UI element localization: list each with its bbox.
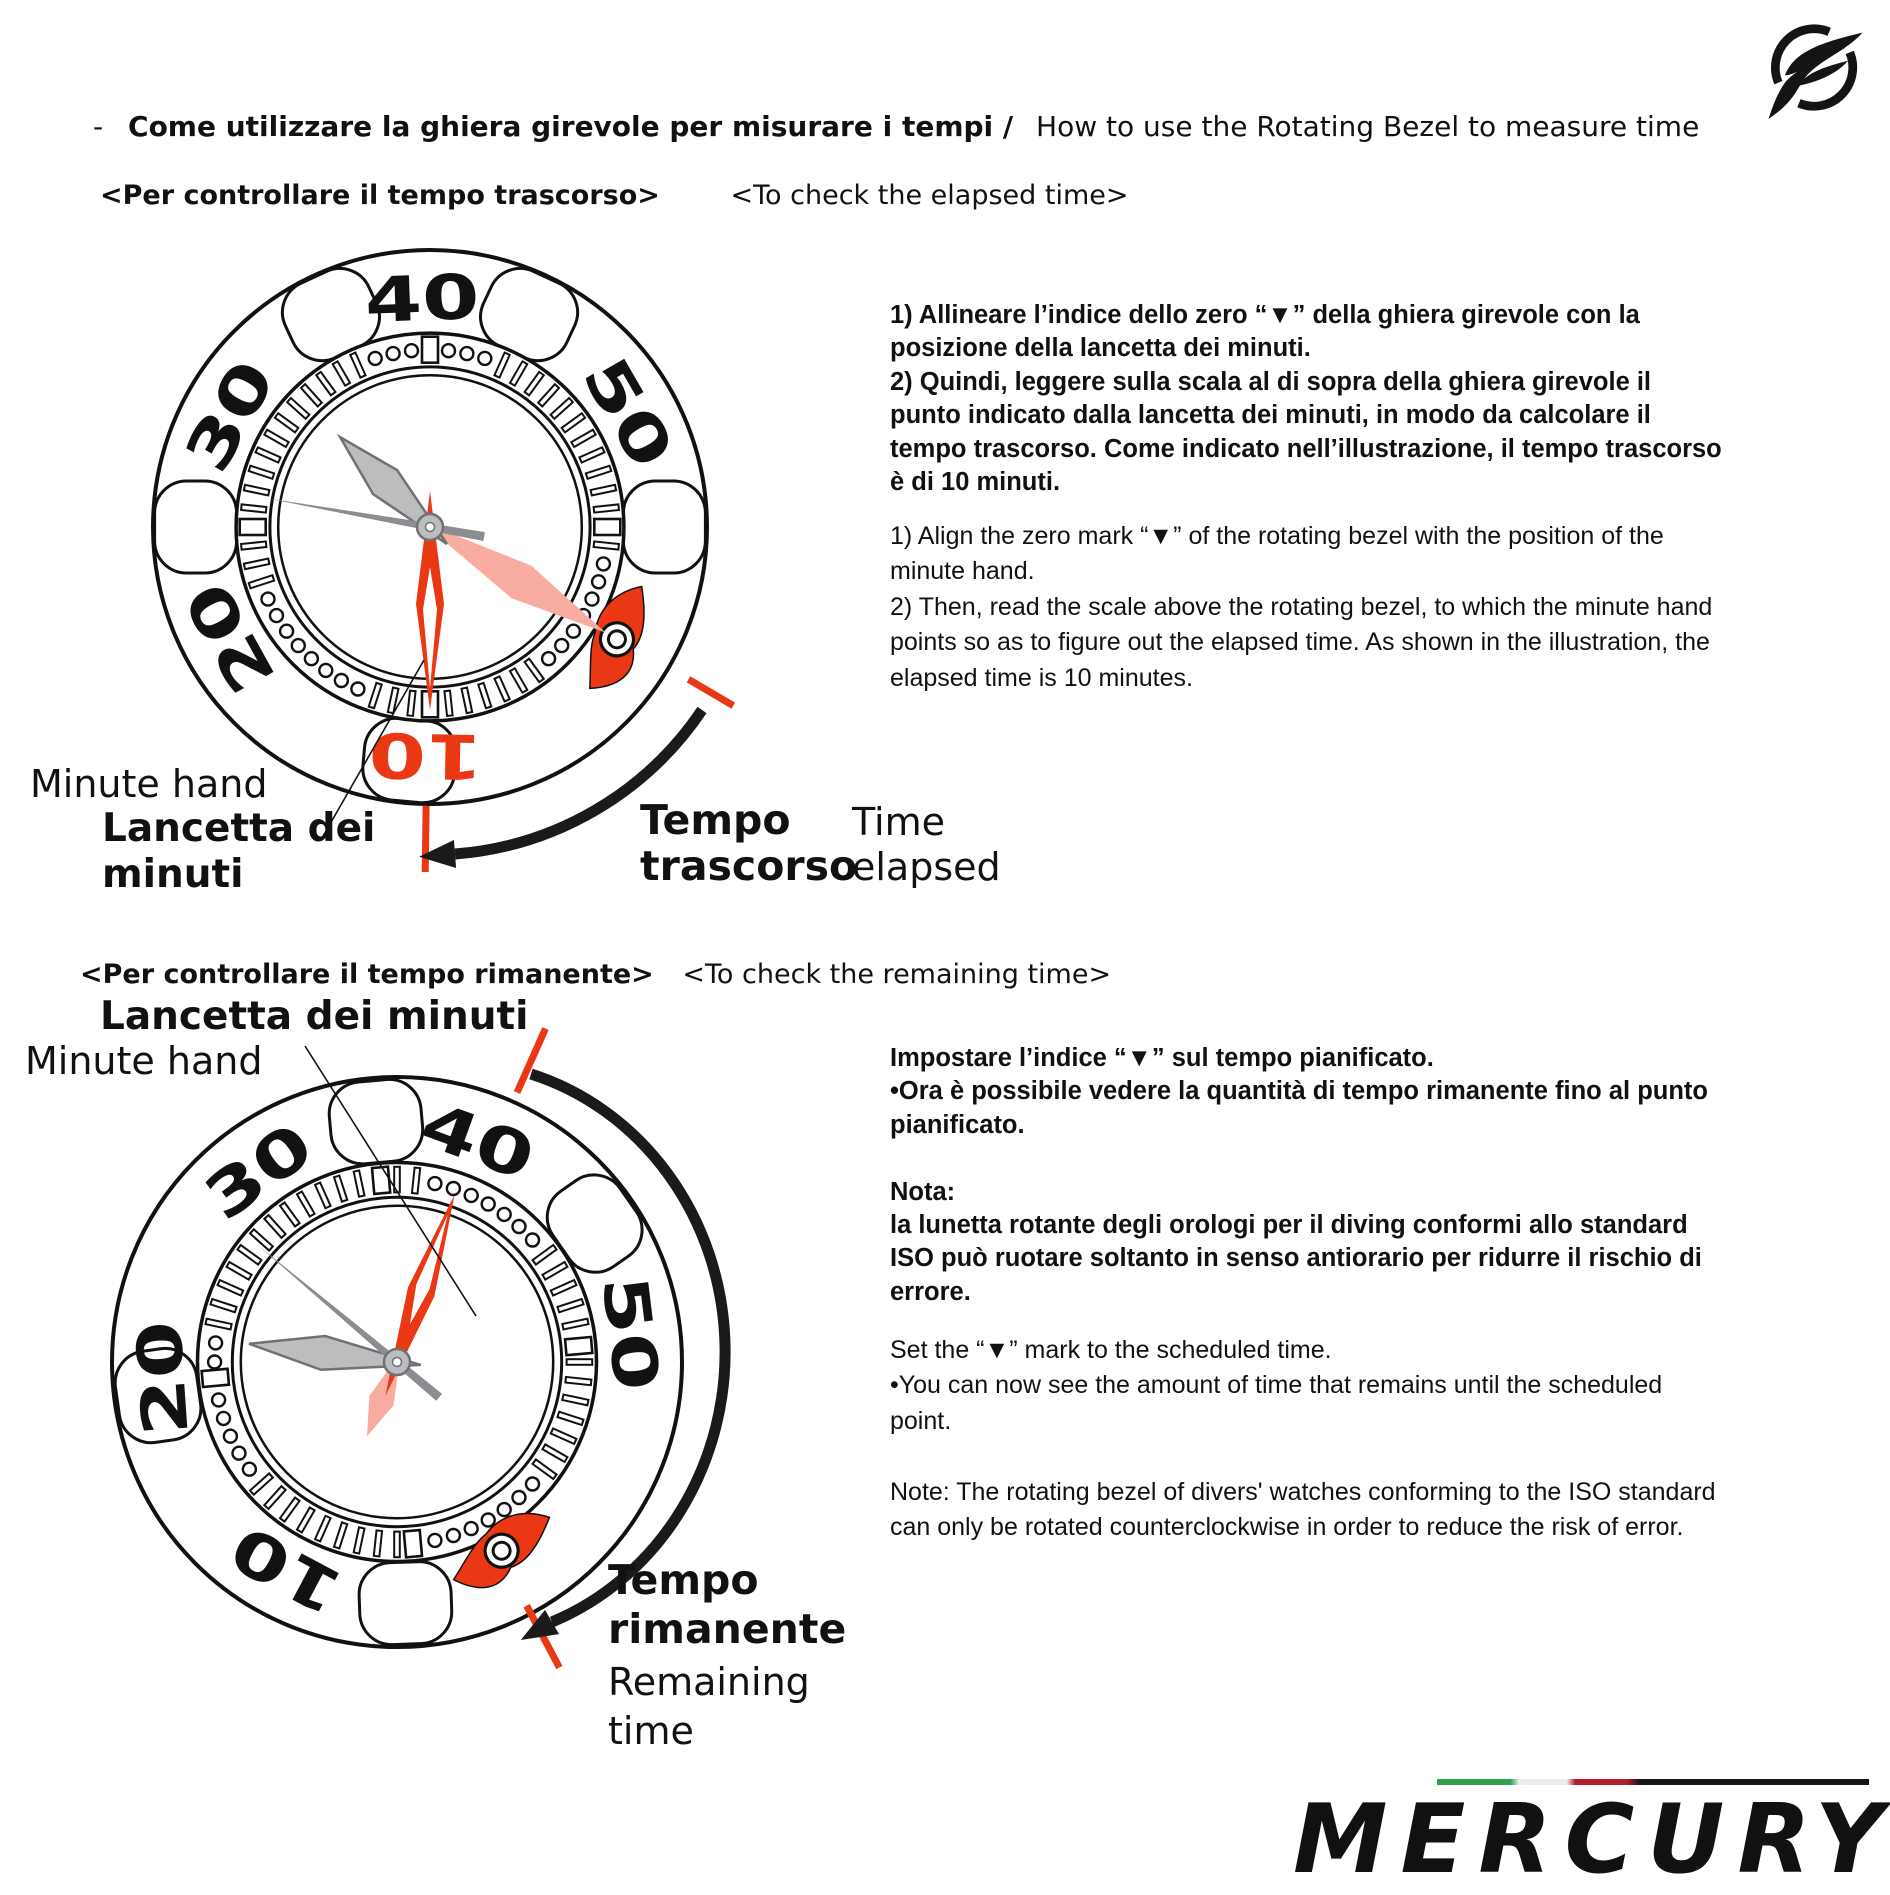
label-time-elapsed: Time elapsed [852, 800, 1001, 889]
mercury-flag-stripe [1437, 1779, 1869, 1785]
section-heading-remaining-italian: <Per controllare il tempo rimanente> [80, 959, 654, 990]
svg-text:20: 20 [123, 1319, 203, 1438]
label-tempo-rimanente: Tempo rimanente [608, 1556, 847, 1653]
svg-text:50: 50 [587, 1272, 673, 1395]
label-tempo-trascorso: Tempo trascorso [640, 796, 858, 890]
title-dash: - [93, 110, 104, 143]
remaining-instructions-english: Set the “▼” mark to the scheduled time. … [890, 1336, 1716, 1542]
elapsed-instructions-english: 1) Align the zero mark “▼” of the rotati… [890, 522, 1713, 692]
page-title-italian: Come utilizzare la ghiera girevole per m… [128, 110, 1014, 143]
f-icon-top-leaf [1784, 32, 1863, 76]
svg-text:40: 40 [363, 261, 480, 337]
elapsed-instructions-italian: 1) Allineare l’indice dello zero “▼” del… [890, 301, 1722, 497]
section-heading-elapsed-english: <To check the elapsed time> [730, 180, 1129, 211]
label-minute-hand-italian-2: Lancetta dei minuti [100, 994, 529, 1039]
f-icon-circle-arc [1770, 24, 1831, 85]
svg-text:10: 10 [368, 718, 484, 792]
label-minute-hand-english-1: Minute hand [30, 762, 268, 806]
mercury-wordmark: MERCURY [1293, 1785, 1890, 1895]
label-minute-hand-english-2: Minute hand [25, 1039, 263, 1083]
section-heading-elapsed: <Per controllare il tempo trascorso> <To… [100, 180, 1129, 211]
f-icon-stem [1768, 47, 1847, 119]
f-icon-circle-arc [1797, 50, 1858, 111]
label-remaining-time: Remaining time [608, 1660, 810, 1753]
page-title-row: - Come utilizzare la ghiera girevole per… [93, 110, 1699, 143]
remaining-instructions-italian: Impostare l’indice “▼” sul tempo pianifi… [890, 1044, 1708, 1306]
section-heading-remaining: <Per controllare il tempo rimanente> <To… [80, 959, 1111, 990]
label-minute-hand-italian-1: Lancetta dei minuti [102, 806, 376, 897]
f-icon-mid-leaf [1797, 60, 1848, 86]
page-title-english: How to use the Rotating Bezel to measure… [1036, 110, 1700, 143]
brand-f-icon [1768, 24, 1863, 119]
section-heading-remaining-english: <To check the remaining time> [682, 959, 1112, 990]
section-heading-elapsed-italian: <Per controllare il tempo trascorso> [100, 180, 660, 211]
